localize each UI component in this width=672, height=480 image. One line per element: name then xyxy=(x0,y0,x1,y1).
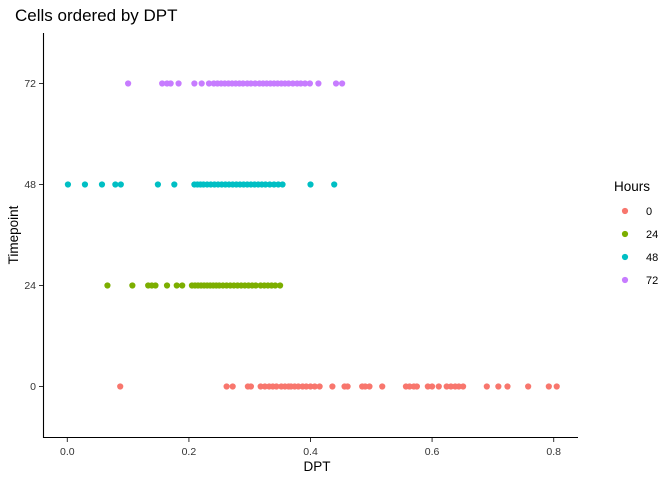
chart-title: Cells ordered by DPT xyxy=(15,6,178,25)
data-point-48h-3 xyxy=(112,181,119,188)
data-point-0h-41 xyxy=(495,383,502,390)
data-point-0h-15 xyxy=(295,383,302,390)
legend-label-72: 72 xyxy=(646,275,658,287)
data-point-0h-21 xyxy=(329,383,336,390)
legend-label-48: 48 xyxy=(646,252,658,264)
data-point-72h-29 xyxy=(289,80,296,87)
data-point-48h-0 xyxy=(64,181,72,188)
data-point-48h-33 xyxy=(331,181,338,188)
data-point-0h-35 xyxy=(443,383,450,390)
x-axis-title: DPT xyxy=(304,459,331,474)
data-point-48h-2 xyxy=(98,181,106,188)
data-point-48h-28 xyxy=(266,181,273,188)
data-point-0h-19 xyxy=(311,383,318,390)
data-point-0h-32 xyxy=(424,383,431,390)
data-point-24h-5 xyxy=(163,282,171,289)
data-point-0h-6 xyxy=(261,383,268,390)
data-point-72h-19 xyxy=(252,80,259,87)
data-point-48h-32 xyxy=(307,181,314,188)
data-point-72h-34 xyxy=(315,80,322,87)
data-point-24h-1 xyxy=(129,282,136,289)
data-point-48h-5 xyxy=(154,181,161,188)
data-point-72h-4 xyxy=(175,80,182,87)
plot-points xyxy=(64,80,560,390)
data-point-0h-42 xyxy=(504,383,511,390)
data-point-0h-23 xyxy=(344,383,351,390)
data-point-48h-1 xyxy=(81,181,89,188)
y-axis-title: Timepoint xyxy=(6,205,21,264)
data-point-0h-43 xyxy=(525,383,532,390)
data-point-0h-20 xyxy=(316,383,323,390)
data-point-0h-0 xyxy=(117,383,124,390)
data-point-0h-25 xyxy=(362,383,369,390)
data-point-72h-18 xyxy=(247,80,255,87)
legend-key-48 xyxy=(621,253,629,261)
y-tick-label-3: 72 xyxy=(24,78,36,90)
legend-label-0: 0 xyxy=(646,206,652,218)
data-point-48h-6 xyxy=(171,181,178,188)
y-tick-label-1: 24 xyxy=(24,280,36,292)
data-point-72h-32 xyxy=(301,80,309,87)
data-point-0h-40 xyxy=(483,383,490,390)
data-point-72h-33 xyxy=(306,80,313,87)
data-point-48h-29 xyxy=(270,181,278,188)
data-point-0h-45 xyxy=(553,383,560,390)
data-point-24h-4 xyxy=(152,282,159,289)
data-point-72h-7 xyxy=(205,80,213,87)
data-point-0h-5 xyxy=(257,383,264,390)
data-point-0h-18 xyxy=(307,383,314,390)
data-point-0h-34 xyxy=(435,383,442,390)
data-point-0h-44 xyxy=(545,383,552,390)
data-point-72h-16 xyxy=(239,80,247,87)
data-point-0h-4 xyxy=(247,383,255,390)
data-point-0h-26 xyxy=(366,383,373,390)
data-point-48h-30 xyxy=(275,181,282,188)
data-point-72h-35 xyxy=(332,80,340,87)
data-point-0h-39 xyxy=(460,383,467,390)
data-point-72h-31 xyxy=(297,80,304,87)
legend-key-24 xyxy=(621,230,629,238)
legend: Hours 0 24 48 72 xyxy=(614,179,658,287)
data-point-24h-6 xyxy=(173,282,180,289)
data-point-72h-6 xyxy=(198,80,205,87)
data-point-72h-36 xyxy=(339,80,346,87)
data-point-24h-7 xyxy=(179,282,186,289)
x-tick-label-3: 0.6 xyxy=(425,446,440,458)
y-tick-label-0: 0 xyxy=(30,381,36,393)
x-tick-label-0: 0.0 xyxy=(60,446,75,458)
x-tick-label-2: 0.4 xyxy=(303,446,318,458)
data-point-48h-4 xyxy=(117,181,124,188)
data-point-72h-28 xyxy=(285,80,292,87)
data-point-0h-38 xyxy=(455,383,462,390)
data-point-0h-36 xyxy=(447,383,455,390)
data-point-24h-27 xyxy=(252,282,259,289)
data-point-0h-17 xyxy=(303,383,310,390)
data-point-0h-27 xyxy=(379,383,386,390)
data-point-72h-0 xyxy=(125,80,132,87)
data-point-72h-3 xyxy=(167,80,174,87)
y-axis-ticks: 0 24 48 72 xyxy=(24,78,43,393)
data-point-48h-31 xyxy=(279,181,286,188)
legend-key-0 xyxy=(621,207,629,215)
data-point-24h-33 xyxy=(277,282,284,289)
legend-key-72 xyxy=(621,276,629,284)
data-point-0h-29 xyxy=(406,383,413,390)
data-point-72h-5 xyxy=(191,80,198,87)
y-tick-label-2: 48 xyxy=(24,179,36,191)
x-tick-label-4: 0.8 xyxy=(546,446,561,458)
legend-label-24: 24 xyxy=(646,229,658,241)
data-point-0h-9 xyxy=(273,383,280,390)
data-point-0h-2 xyxy=(229,383,236,390)
data-point-0h-33 xyxy=(428,383,436,390)
data-point-0h-1 xyxy=(223,383,230,390)
data-point-0h-31 xyxy=(413,383,420,390)
x-tick-label-1: 0.2 xyxy=(182,446,197,458)
legend-title: Hours xyxy=(614,179,650,194)
data-point-48h-27 xyxy=(262,181,269,188)
x-axis-ticks: 0.0 0.2 0.4 0.6 0.8 xyxy=(60,438,561,458)
data-point-24h-32 xyxy=(272,282,279,289)
data-point-72h-1 xyxy=(159,80,166,87)
data-point-24h-0 xyxy=(104,282,111,289)
